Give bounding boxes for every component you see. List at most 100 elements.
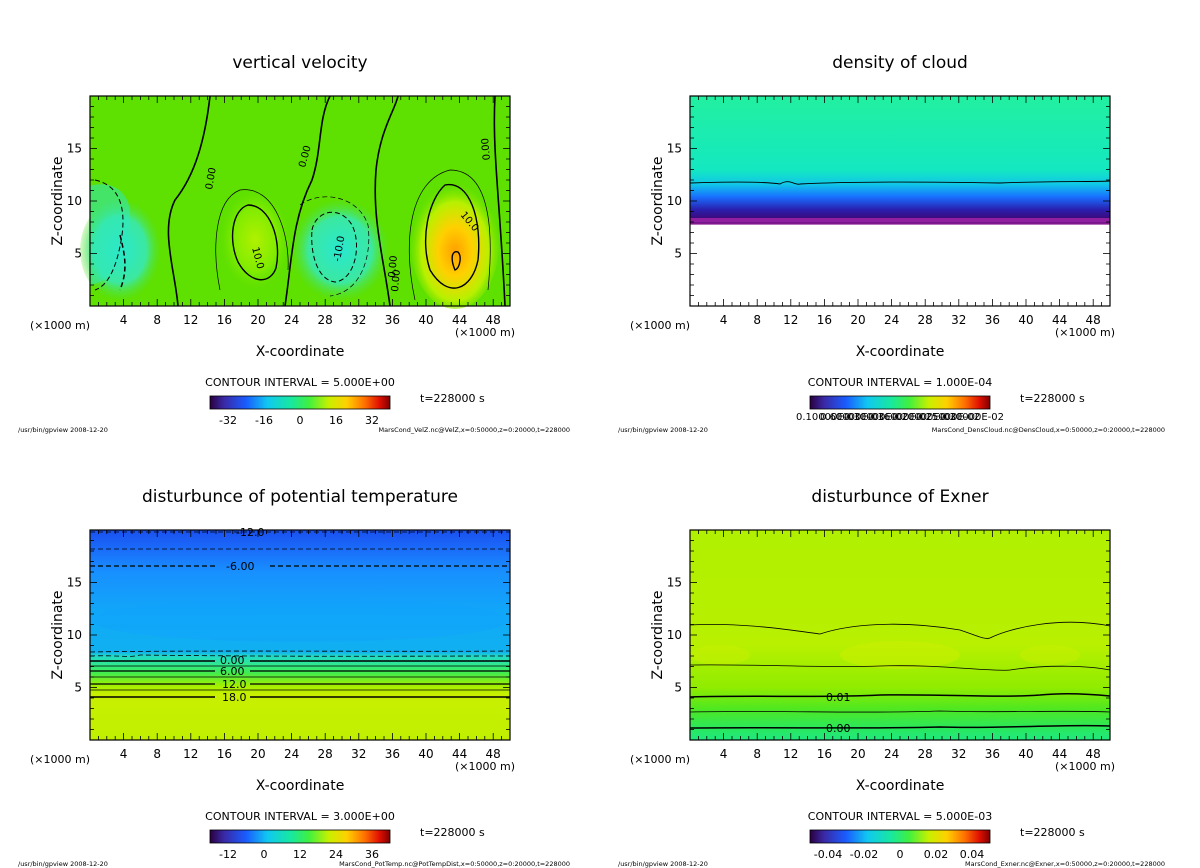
x-tick-label: 32	[951, 313, 966, 327]
contour-label: 0.00	[390, 269, 403, 292]
y-tick-label: 10	[667, 194, 682, 208]
colorbar-tick-label: 0.10000E-03	[796, 412, 860, 423]
x-tick-label: 8	[753, 747, 761, 761]
contour-label: -12.0	[236, 526, 264, 539]
panel-density-of-cloud: density of cloud 4 8 12 16 20 24 28 32 36 40 44 48 …	[618, 53, 1165, 434]
x-tick-label: 8	[153, 747, 161, 761]
colorbar-tick-label: 0.30000E-02	[940, 412, 1004, 423]
colorbar-tick-label: 36	[365, 848, 379, 861]
y-tick-label: 5	[674, 681, 682, 695]
contour-labels: -12.0 -6.00 0.00 6.00 12.0 18.0	[220, 526, 264, 704]
colorbar-tick-label: 0	[897, 848, 904, 861]
x-axis-label: X-coordinate	[856, 778, 945, 794]
colorbar-ticks: -0.04 -0.02 0 0.02 0.04	[814, 848, 984, 861]
x-tick-label: 40	[1018, 747, 1033, 761]
x-tick-label: 44	[452, 747, 467, 761]
x-unit-left: (×1000 m)	[30, 753, 90, 766]
colorbar-tick-label: 0.10000E-02	[844, 412, 908, 423]
contour-label: 12.0	[222, 678, 247, 691]
x-tick-label: 20	[850, 747, 865, 761]
contour-interval: CONTOUR INTERVAL = 1.000E-04	[808, 376, 992, 389]
footer-left: /usr/bin/gpview 2008-12-20	[618, 426, 708, 434]
contour-label: 0.00	[387, 255, 400, 278]
y-tick-label: 15	[67, 576, 82, 590]
x-tick-label: 44	[1052, 313, 1067, 327]
x-tick-label: 12	[183, 313, 198, 327]
colorbar-tick-label: -16	[255, 414, 273, 427]
x-tick-label: 12	[783, 313, 798, 327]
x-ticks: 4 8 12 16 20 24 28 32 36 40 44 48	[698, 530, 1102, 761]
x-tick-label: 4	[720, 747, 728, 761]
y-ticks: 5 10 15	[667, 540, 1110, 730]
x-tick-label: 16	[817, 747, 832, 761]
colorbar-tick-label: 0.60000E-03	[820, 412, 884, 423]
colorbar-tick-label: -32	[219, 414, 237, 427]
x-tick-label: 48	[1086, 313, 1101, 327]
x-tick-label: 40	[418, 313, 433, 327]
x-tick-label: 44	[1052, 747, 1067, 761]
x-tick-label: 44	[452, 313, 467, 327]
y-tick-label: 5	[674, 247, 682, 261]
y-tick-label: 10	[67, 628, 82, 642]
colorbar-tick-label: 0.02	[924, 848, 949, 861]
x-tick-label: 48	[486, 747, 501, 761]
x-tick-label: 32	[951, 747, 966, 761]
panel-exner: disturbunce of Exner 0.01 0.00 4 8 12 16 20 2…	[618, 487, 1165, 868]
panel-title: disturbunce of Exner	[811, 487, 988, 507]
contour-lines	[94, 95, 506, 307]
y-tick-label: 5	[74, 681, 82, 695]
time-label: t=228000 s	[420, 826, 485, 839]
x-tick-label: 16	[217, 313, 232, 327]
x-unit-right: (×1000 m)	[455, 760, 515, 773]
y-tick-label: 5	[74, 247, 82, 261]
x-unit-right: (×1000 m)	[1055, 760, 1115, 773]
x-tick-label: 20	[250, 747, 265, 761]
x-unit-left: (×1000 m)	[630, 319, 690, 332]
x-unit-left: (×1000 m)	[30, 319, 90, 332]
contour-label: 0.00	[826, 722, 851, 735]
contour-label: 0.00	[204, 167, 219, 191]
contour-label: -6.00	[226, 560, 254, 573]
y-tick-label: 15	[67, 142, 82, 156]
colorbar-tick-label: 0	[297, 414, 304, 427]
x-tick-label: 12	[183, 747, 198, 761]
panel-title: vertical velocity	[232, 53, 367, 73]
colorbar-tick-label: 0.20000E-02	[892, 412, 956, 423]
colorbar	[809, 829, 991, 844]
contour-label: 0.00	[480, 138, 493, 161]
contour-interval: CONTOUR INTERVAL = 5.000E-03	[808, 810, 992, 823]
panel-vertical-velocity: vertical velocity 0.00 0.00	[18, 53, 570, 434]
contour-label: -10.0	[332, 235, 347, 262]
heatmap-field	[690, 96, 1110, 306]
footer-left: /usr/bin/gpview 2008-12-20	[618, 860, 708, 868]
x-unit-right: (×1000 m)	[1055, 326, 1115, 339]
colorbar-tick-label: 16	[329, 414, 343, 427]
x-tick-label: 4	[120, 747, 128, 761]
y-ticks: 5 10 15	[667, 106, 1110, 296]
y-ticks: 5 10 15	[67, 540, 510, 730]
contour-lines	[689, 621, 1111, 729]
colorbar-tick-label: 32	[365, 414, 379, 427]
x-tick-label: 28	[318, 747, 333, 761]
x-tick-label: 24	[884, 747, 899, 761]
contour-labels: 0.01 0.00	[826, 691, 851, 735]
footer-right: MarsCond_Exner.nc@Exner,x=0:50000,z=0:20…	[965, 860, 1165, 868]
colorbar-tick-label: 0.25000E-02	[916, 412, 980, 423]
panel-title: disturbunce of potential temperature	[142, 487, 458, 507]
colorbar-tick-label: -0.02	[850, 848, 878, 861]
colorbar-ticks: -12 0 12 24 36	[219, 848, 379, 861]
x-tick-label: 4	[720, 313, 728, 327]
x-unit-right: (×1000 m)	[455, 326, 515, 339]
time-label: t=228000 s	[420, 392, 485, 405]
colorbar-tick-label: 0.04	[960, 848, 985, 861]
x-tick-label: 28	[918, 313, 933, 327]
colorbar-ticks: -32 -16 0 16 32	[219, 414, 379, 427]
x-unit-left: (×1000 m)	[630, 753, 690, 766]
colorbar-tick-label: -12	[219, 848, 237, 861]
footer-right: MarsCond_PotTemp.nc@PotTempDist,x=0:5000…	[339, 860, 570, 868]
colorbar-tick-label: 0	[261, 848, 268, 861]
colorbar-tick-label: 12	[293, 848, 307, 861]
x-tick-label: 36	[385, 747, 400, 761]
contour-label: 18.0	[222, 691, 247, 704]
